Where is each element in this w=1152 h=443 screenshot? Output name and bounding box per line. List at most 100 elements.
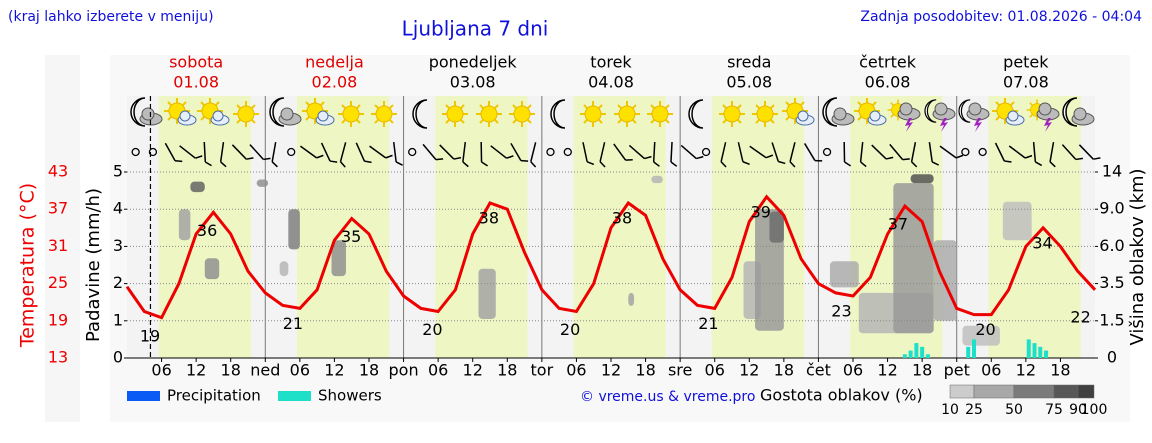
- wind-feather: [742, 161, 750, 165]
- y2-tick-label: 6.0: [1099, 236, 1124, 255]
- y2-tick-label: 1.5: [1099, 310, 1124, 329]
- temperature-line: [125, 194, 1097, 320]
- y2-axis-label: Višina oblakov (km): [1127, 168, 1148, 345]
- temp-label: 19: [140, 326, 160, 345]
- daylight: [158, 96, 251, 358]
- wind-shaft: [299, 145, 318, 159]
- wind-shaft: [928, 141, 933, 163]
- precip-bar: [920, 346, 925, 358]
- x-tick-label: ned: [250, 361, 280, 380]
- precip-bar: [902, 354, 907, 358]
- temp-label: 34: [1032, 233, 1052, 252]
- precip-bar: [1026, 339, 1031, 358]
- temp-tick-label: 31: [48, 236, 68, 255]
- wind-feather: [481, 161, 489, 167]
- y2-tick-label: 14: [1102, 162, 1122, 181]
- day-date: 02.08: [312, 73, 358, 92]
- cloud-scale-box: [1077, 384, 1095, 399]
- day-name: nedelja: [305, 53, 364, 72]
- temp-label: 20: [422, 320, 442, 339]
- wind-barb: [1061, 144, 1084, 161]
- temp-axis-label: Temperatura (°C): [17, 183, 39, 348]
- x-tick-label: 06: [705, 361, 725, 380]
- wind-barb: [599, 142, 606, 168]
- y-tick-label: 0: [113, 348, 123, 367]
- temp-label: 21: [283, 314, 303, 333]
- temp-label: 21: [698, 314, 718, 333]
- x-tick-label: 06: [566, 361, 586, 380]
- wind-shaft: [889, 143, 904, 161]
- wind-calm: [546, 147, 555, 157]
- wind-barb: [490, 145, 514, 159]
- x-tick-label: čet: [806, 361, 831, 380]
- temp-label: 22: [1070, 308, 1090, 327]
- temp-tick-label: 43: [48, 162, 68, 181]
- wind-feather: [911, 161, 918, 168]
- wind-feather: [902, 158, 910, 161]
- day-name: ponedeljek: [429, 53, 518, 72]
- wind-feather: [385, 154, 393, 159]
- wind-feather: [653, 161, 660, 167]
- y-axis-label: Padavine (mm/h): [83, 188, 104, 342]
- day-date: 04.08: [588, 73, 634, 92]
- wind-feather: [395, 161, 403, 166]
- wind-feather: [844, 161, 852, 167]
- cloud-cell: [769, 211, 784, 243]
- x-tick-label: 06: [290, 361, 310, 380]
- day-date: 06.08: [865, 73, 911, 92]
- temp-label: 38: [479, 209, 499, 228]
- temp-tick-label: 25: [48, 273, 68, 292]
- wind-barb: [994, 142, 1012, 163]
- wind-feather: [814, 159, 823, 162]
- y-tick-label: 4: [113, 199, 123, 218]
- y-tick-label: 1: [113, 310, 123, 329]
- wind-shaft: [271, 142, 277, 162]
- wind-barb: [843, 141, 852, 167]
- temp-label: 39: [751, 202, 771, 221]
- wind-shaft: [203, 141, 207, 163]
- wind-shaft: [737, 142, 744, 162]
- wind-feather: [1049, 161, 1056, 168]
- precip-bar: [966, 346, 971, 358]
- wind-shaft: [219, 141, 225, 163]
- wind-shaft: [462, 141, 467, 163]
- cloud-scale-label: 90: [1069, 402, 1087, 418]
- wind-barb: [1049, 142, 1056, 168]
- temp-tick-label: 19: [48, 310, 68, 329]
- cloud-cell: [331, 240, 346, 277]
- note: (kraj lahko izberete v meniju): [8, 9, 214, 25]
- wind-shaft: [582, 142, 588, 162]
- wind-barb: [510, 142, 529, 162]
- temp-tick-label: 37: [48, 199, 68, 218]
- wind-feather: [329, 160, 338, 163]
- wind-calm: [287, 147, 296, 157]
- wind-shaft: [749, 145, 767, 159]
- cloud-scale-box: [973, 384, 1015, 399]
- temp-label: 23: [831, 302, 851, 321]
- wind-shaft: [530, 142, 537, 162]
- cloud-cell: [893, 183, 934, 334]
- wind-shaft: [355, 142, 366, 162]
- wind-calm: [978, 147, 987, 157]
- wind-feather: [204, 161, 212, 167]
- wind-shaft: [369, 145, 387, 159]
- cloud-cell: [910, 174, 934, 184]
- wind-shaft: [859, 141, 864, 163]
- wind-shaft: [771, 142, 780, 162]
- wind-shaft: [871, 144, 887, 160]
- legend-swatch: [127, 391, 160, 401]
- wind-calm: [822, 147, 832, 157]
- wind-barb: [749, 145, 774, 159]
- wind-feather: [263, 157, 271, 161]
- wind-shaft: [439, 144, 455, 160]
- wind-calm: [961, 147, 970, 157]
- daylight: [988, 96, 1081, 358]
- wind-shaft: [670, 141, 673, 163]
- wind-shaft: [339, 142, 347, 162]
- wind-shaft: [1032, 141, 1037, 163]
- wind-feather: [625, 159, 633, 161]
- x-tick-label: 18: [635, 361, 655, 380]
- precip-bar: [925, 354, 930, 358]
- x-tick-label: pon: [389, 361, 419, 380]
- wind-barb: [355, 142, 372, 164]
